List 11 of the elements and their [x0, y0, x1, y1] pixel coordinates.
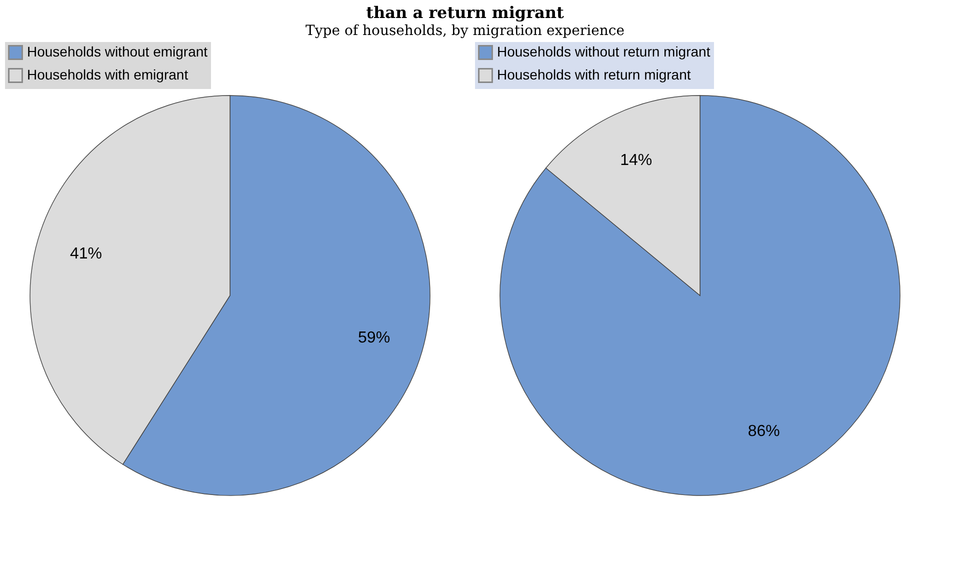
data-label: 86%: [748, 423, 780, 440]
text: Type of households, by migration experience: [305, 23, 625, 39]
legend-label: Households without return migrant: [497, 44, 710, 60]
legend-label: Households with emigrant: [27, 66, 188, 82]
data-label: 59%: [358, 329, 390, 346]
legend-label: Households without emigrant: [27, 44, 208, 60]
data-label: 14%: [620, 152, 652, 169]
pie-slice: [500, 95, 900, 496]
data-label: 41%: [70, 246, 102, 263]
text: than a return migrant: [366, 3, 565, 22]
legend-label: Households with return migrant: [497, 66, 691, 82]
